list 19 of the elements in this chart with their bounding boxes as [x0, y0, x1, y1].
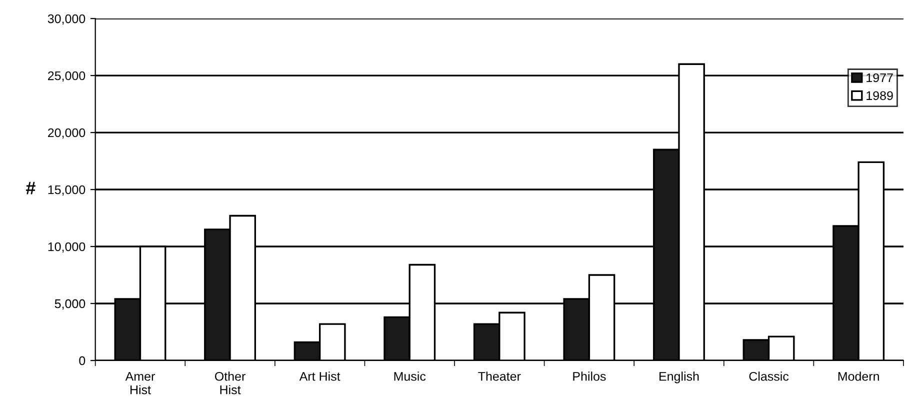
y-tick-label: 20,000 [48, 128, 86, 139]
x-tick-label: Art Hist [299, 372, 340, 381]
y-tick-label: 30,000 [48, 14, 86, 25]
y-tick-label: 25,000 [48, 71, 86, 82]
y-axis-title: # [26, 182, 36, 194]
x-tick-label: Amer Hist [125, 372, 155, 394]
x-tick-label: Theater [478, 372, 521, 381]
x-tick-label: Philos [573, 372, 606, 381]
x-tick-label: Other Hist [214, 372, 246, 394]
x-tick-label: English [660, 372, 699, 384]
y-tick-label: 15,000 [48, 185, 86, 196]
legend-label: 1989 [866, 91, 893, 100]
y-tick-label: 0 [79, 356, 86, 366]
x-tick-label: Modern [838, 372, 879, 381]
legend-label: 1977 [866, 73, 893, 82]
x-tick-label: Music [394, 372, 426, 381]
y-tick-label: 5,000 [54, 299, 86, 310]
x-tick-label: Classic [749, 372, 789, 381]
y-tick-label: 10,000 [48, 242, 86, 253]
